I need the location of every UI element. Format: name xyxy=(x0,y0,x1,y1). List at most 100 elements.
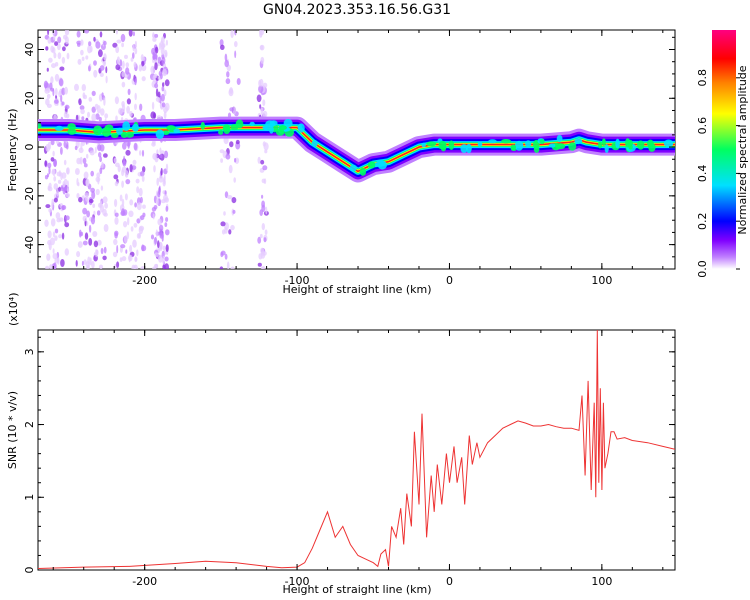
noise-speck xyxy=(103,97,106,106)
colorbar: 0.0 0.2 0.4 0.6 0.8 Normalized spectral ampl… xyxy=(696,30,749,278)
noise-speck xyxy=(114,96,119,105)
ridge-blob xyxy=(574,138,583,145)
spectrogram-y-tick-label: 40 xyxy=(23,43,36,57)
noise-speck xyxy=(86,264,90,269)
noise-speck xyxy=(55,94,58,100)
noise-speck xyxy=(157,91,161,98)
noise-speck xyxy=(92,231,98,237)
ridge-blob xyxy=(625,138,631,148)
noise-speck xyxy=(124,170,129,178)
noise-speck xyxy=(141,175,145,182)
noise-speck xyxy=(152,153,158,160)
noise-speck xyxy=(125,62,130,68)
noise-speck xyxy=(96,210,101,216)
ridge-blob xyxy=(448,140,455,150)
noise-speck xyxy=(128,30,133,37)
noise-speck xyxy=(91,261,95,269)
noise-speck xyxy=(139,103,143,112)
noise-speck xyxy=(225,78,231,85)
noise-speck xyxy=(263,237,267,243)
noise-speck xyxy=(80,39,84,46)
noise-speck xyxy=(161,102,166,108)
noise-speck xyxy=(262,165,268,171)
noise-speck xyxy=(98,116,102,122)
ridge-blob xyxy=(93,125,103,136)
noise-speck xyxy=(223,211,226,216)
noise-speck xyxy=(134,40,137,49)
noise-speck xyxy=(113,238,118,246)
spectrogram-x-tick-label: 0 xyxy=(446,274,453,287)
ridge-blob xyxy=(67,128,77,135)
noise-speck xyxy=(80,141,83,150)
noise-speck xyxy=(121,81,126,88)
noise-speck xyxy=(43,80,49,89)
noise-speck xyxy=(60,259,65,267)
noise-speck xyxy=(124,54,128,60)
noise-speck xyxy=(119,194,123,202)
ridge-blob xyxy=(488,139,497,144)
noise-speck xyxy=(81,56,85,61)
ridge-blob xyxy=(568,142,577,151)
ridge-blob xyxy=(262,125,268,131)
noise-speck xyxy=(224,53,228,62)
noise-speck xyxy=(150,65,155,74)
noise-speck xyxy=(45,204,51,209)
noise-speck xyxy=(157,240,160,249)
ridge-blob xyxy=(131,123,139,132)
noise-speck xyxy=(165,217,169,222)
noise-speck xyxy=(155,229,158,237)
noise-speck xyxy=(220,221,226,227)
snr-series-line xyxy=(38,330,675,569)
noise-speck xyxy=(81,84,87,92)
noise-speck xyxy=(158,254,163,263)
noise-speck xyxy=(123,221,128,228)
noise-speck xyxy=(139,150,142,156)
noise-speck xyxy=(52,231,56,238)
noise-speck xyxy=(91,113,97,122)
noise-speck xyxy=(51,201,54,209)
noise-speck xyxy=(156,115,162,120)
ridge-blob xyxy=(173,128,180,134)
noise-speck xyxy=(46,253,51,261)
noise-speck xyxy=(127,88,131,96)
noise-speck xyxy=(64,30,70,36)
noise-speck xyxy=(44,160,47,167)
noise-speck xyxy=(136,249,139,257)
noise-speck xyxy=(58,217,64,222)
noise-speck xyxy=(93,210,96,216)
noise-speck xyxy=(95,249,99,255)
noise-speck xyxy=(119,59,123,67)
spectrogram-y-tick-label: -40 xyxy=(23,236,36,254)
snr-x-label: Height of straight line (km) xyxy=(282,583,431,596)
noise-speck xyxy=(89,198,94,204)
snr-x-tick-label: -200 xyxy=(132,575,157,588)
noise-speck xyxy=(260,252,266,259)
noise-speck xyxy=(115,115,118,121)
spectrogram-y-tick-label: 20 xyxy=(23,91,36,105)
ridge-blob xyxy=(477,141,483,147)
noise-speck xyxy=(47,186,53,192)
noise-speck xyxy=(114,232,118,239)
noise-speck xyxy=(259,30,263,38)
noise-speck xyxy=(99,65,105,71)
noise-speck xyxy=(64,86,68,95)
noise-speck xyxy=(163,150,169,159)
noise-speck xyxy=(60,172,63,181)
ridge-blob xyxy=(349,164,357,172)
noise-speck xyxy=(58,78,64,87)
noise-speck xyxy=(134,78,137,86)
noise-speck xyxy=(154,236,158,245)
noise-speck xyxy=(152,37,157,42)
noise-speck xyxy=(114,181,119,187)
noise-speck xyxy=(259,209,264,217)
noise-speck xyxy=(49,264,53,269)
noise-speck xyxy=(48,208,52,213)
noise-speck xyxy=(83,259,87,265)
ridge-blob xyxy=(359,167,367,176)
figure-title: GN04.2023.353.16.56.G31 xyxy=(263,2,451,18)
noise-speck xyxy=(128,210,134,218)
noise-speck xyxy=(164,79,170,87)
noise-speck xyxy=(54,41,59,46)
noise-speck xyxy=(100,185,104,191)
